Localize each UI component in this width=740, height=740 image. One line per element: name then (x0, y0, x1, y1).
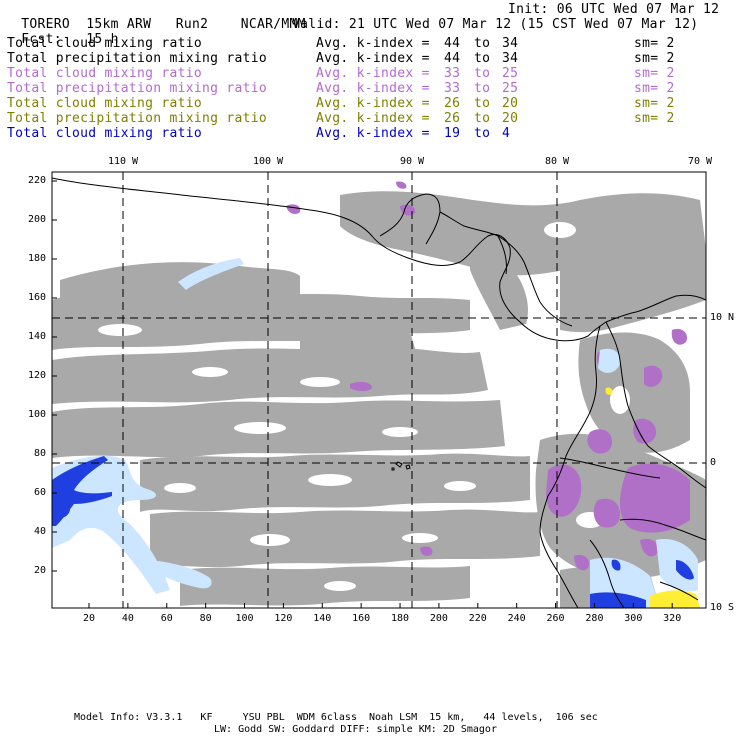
legend-range-from: 33 (444, 66, 461, 81)
legend-field-name: Total cloud mixing ratio (7, 126, 203, 141)
legend-range-to-word: to (474, 66, 491, 81)
coastlines (52, 177, 706, 608)
legend-field-name: Total precipitation mixing ratio (7, 51, 268, 66)
legend-range-to-word: to (474, 126, 491, 141)
legend-field-name: Total cloud mixing ratio (7, 66, 203, 81)
header-title-line: TORERO 15km ARW Run2 NCAR/MMM (5, 2, 306, 32)
x-tick-label: 200 (429, 613, 448, 624)
dark-blue-cloud-core (52, 456, 694, 608)
legend-range-to: 20 (502, 96, 519, 111)
y-tick-label: 160 (27, 292, 46, 303)
legend-avg-label: Avg. k-index = (316, 66, 430, 81)
legend-smoothing: sm= 2 (634, 51, 675, 66)
legend-range-to-word: to (474, 111, 491, 126)
legend-smoothing: sm= 2 (634, 111, 675, 126)
axis-ticks (52, 180, 673, 608)
y-tick-label: 220 (27, 175, 46, 186)
fcst-value: 15 h (86, 32, 119, 47)
legend-field-name: Total precipitation mixing ratio (7, 81, 268, 96)
y-tick-label: 40 (33, 526, 46, 537)
lat-label: 0 (710, 457, 717, 468)
legend-range-to: 25 (502, 66, 519, 81)
x-tick-label: 40 (121, 613, 134, 624)
legend-range-from: 19 (444, 126, 461, 141)
legend-avg-label: Avg. k-index = (316, 81, 430, 96)
x-tick-label: 60 (160, 613, 173, 624)
x-tick-label: 100 (235, 613, 254, 624)
x-tick-label: 240 (507, 613, 526, 624)
y-tick-label: 20 (33, 565, 46, 576)
legend-avg-label: Avg. k-index = (316, 51, 430, 66)
run-label: Run2 (175, 17, 209, 32)
lat-label: 10 S (710, 602, 735, 613)
lon-label: 70 W (687, 156, 713, 167)
legend-field-name: Total cloud mixing ratio (7, 36, 203, 51)
x-tick-label: 220 (468, 613, 487, 624)
legend-range-from: 44 (444, 51, 461, 66)
legend-avg-label: Avg. k-index = (316, 96, 430, 111)
clear-gaps (98, 222, 630, 591)
legend-range-from: 44 (444, 36, 461, 51)
y-tick-label: 60 (33, 487, 46, 498)
lon-label: 100 W (252, 156, 284, 167)
y-tick-label: 140 (27, 331, 46, 342)
legend-range-to-word: to (474, 36, 491, 51)
x-tick-label: 120 (274, 613, 293, 624)
legend-avg-label: Avg. k-index = (316, 111, 430, 126)
x-tick-label: 140 (313, 613, 332, 624)
legend-smoothing: sm= 2 (634, 66, 675, 81)
lon-label: 110 W (107, 156, 139, 167)
legend-avg-label: Avg. k-index = (316, 36, 430, 51)
x-tick-label: 180 (391, 613, 410, 624)
map-frame (51, 171, 707, 609)
y-tick-label: 180 (27, 253, 46, 264)
model-info-line: Model Info: V3.3.1 KF YSU PBL WDM 6class… (74, 712, 598, 723)
y-tick-label: 100 (27, 409, 46, 420)
legend-range-to-word: to (474, 96, 491, 111)
legend-field-name: Total cloud mixing ratio (7, 96, 203, 111)
fcst-label: Fcst: (21, 32, 62, 47)
lon-label: 80 W (544, 156, 570, 167)
legend-field-name: Total precipitation mixing ratio (7, 111, 268, 126)
legend-range-to: 34 (502, 36, 519, 51)
legend-range-from: 26 (444, 96, 461, 111)
model-name: TORERO (21, 17, 71, 32)
x-tick-label: 280 (585, 613, 604, 624)
legend-range-to: 25 (502, 81, 519, 96)
x-tick-label: 20 (82, 613, 96, 624)
cloud-field (52, 181, 706, 608)
x-tick-label: 160 (352, 613, 371, 624)
purple-cloud-region (286, 181, 690, 571)
legend-range-to: 34 (502, 51, 519, 66)
lat-lon-grid (52, 172, 706, 608)
yellow-cloud-region (605, 387, 700, 608)
x-tick-label: 320 (663, 613, 682, 624)
y-tick-label: 200 (27, 214, 46, 225)
y-tick-label: 120 (27, 370, 46, 381)
lat-label: 10 N (710, 312, 735, 323)
forecast-line: Fcst: 15 h (5, 17, 119, 47)
x-tick-label: 300 (624, 613, 643, 624)
legend-range-to-word: to (474, 81, 491, 96)
lon-label: 90 W (399, 156, 425, 167)
y-tick-label: 80 (33, 448, 46, 459)
legend-range-from: 26 (444, 111, 461, 126)
legend-smoothing: sm= 2 (634, 36, 675, 51)
physics-info-line: LW: Godd SW: Goddard DIFF: simple KM: 2D… (214, 724, 497, 735)
init-time: Init: 06 UTC Wed 07 Mar 12 (508, 2, 720, 17)
org-label: NCAR/MMM (240, 17, 306, 32)
legend-range-to: 20 (502, 111, 519, 126)
legend-range-from: 33 (444, 81, 461, 96)
x-tick-label: 260 (546, 613, 565, 624)
x-tick-label: 80 (199, 613, 212, 624)
model-config: 15km ARW (86, 17, 152, 32)
valid-time: Valid: 21 UTC Wed 07 Mar 12 (15 CST Wed … (292, 17, 699, 32)
legend-smoothing: sm= 2 (634, 81, 675, 96)
legend-range-to-word: to (474, 51, 491, 66)
legend-range-to: 4 (502, 126, 511, 141)
legend-avg-label: Avg. k-index = (316, 126, 430, 141)
legend-smoothing: sm= 2 (634, 96, 675, 111)
